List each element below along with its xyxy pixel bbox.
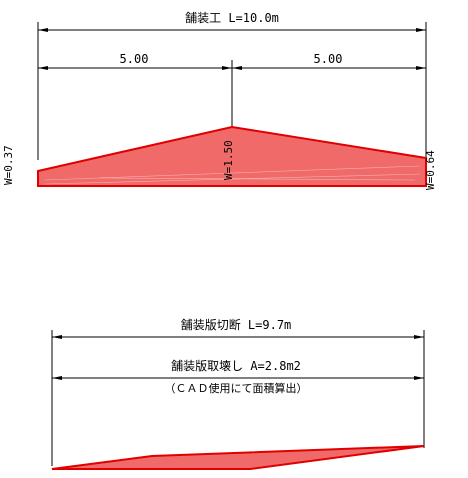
width-middle-label: W=1.50: [222, 140, 235, 180]
arrow-cut-left: [52, 335, 62, 339]
arrow-area-right: [414, 376, 424, 380]
segment-right-label: 5.00: [314, 52, 343, 66]
pavement-length-label: 舗装工 L=10.0m: [185, 11, 279, 25]
segment-left-label: 5.00: [120, 52, 149, 66]
pavement-cutting-diagram: 舗装版切断 L=9.7m 舗装版取壊し A=2.8m2 （ＣＡＤ使用にて面積算出…: [51, 317, 425, 470]
hatch-line: [44, 165, 421, 181]
demolition-area-label: 舗装版取壊し A=2.8m2: [171, 359, 301, 373]
width-left-label: W=0.37: [2, 145, 15, 185]
pavement-cut-length-label: 舗装版切断 L=9.7m: [181, 317, 292, 332]
arrow-area-left: [52, 376, 62, 380]
arrow-cut-right: [414, 335, 424, 339]
arrow-seg-left-end: [222, 66, 232, 70]
hatch-line: [44, 173, 421, 185]
arrow-seg-right-end: [416, 66, 426, 70]
arrow-left: [38, 28, 48, 32]
pavement-shape: [37, 125, 427, 187]
demolition-shape: [51, 445, 425, 470]
hatch-line: [99, 177, 416, 181]
arrow-seg-right-start: [232, 66, 242, 70]
pavement-work-diagram: 舗装工 L=10.0m 5.00 5.00 W=0.37 W=1.50 W=0.…: [2, 11, 437, 190]
cad-area-note: （ＣＡＤ使用にて面積算出）: [165, 381, 308, 395]
arrow-seg-left-start: [38, 66, 48, 70]
width-right-label: W=0.64: [424, 150, 437, 190]
arrow-right: [416, 28, 426, 32]
